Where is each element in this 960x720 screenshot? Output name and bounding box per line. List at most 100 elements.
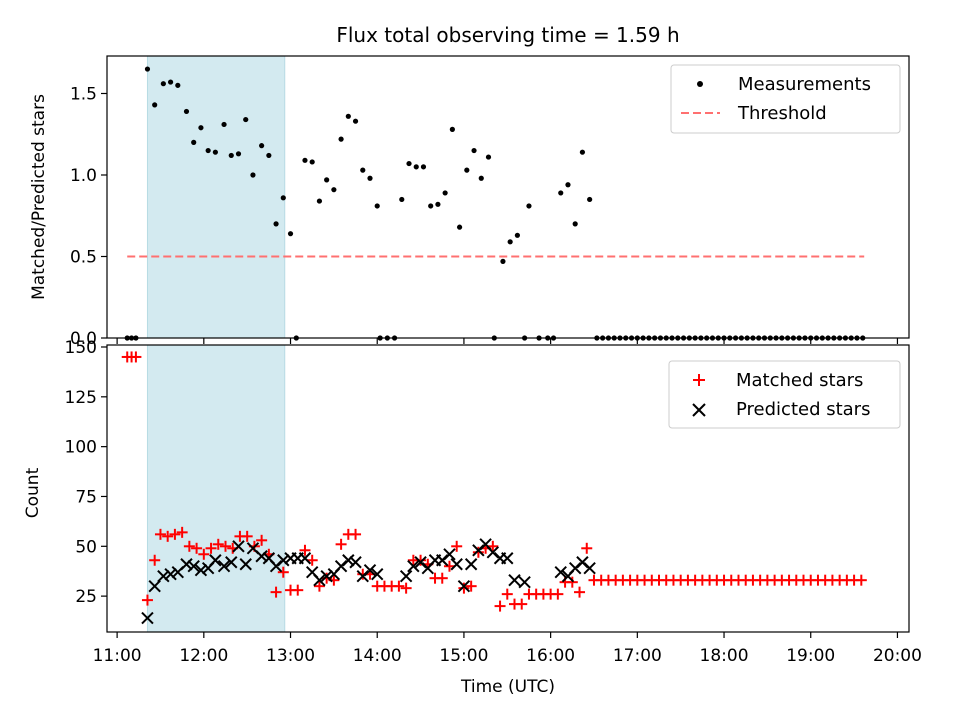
y-tick-label: 0.5 — [70, 247, 97, 267]
predicted-star-point — [342, 554, 355, 567]
measurement-point — [183, 108, 190, 115]
predicted-star-point — [363, 564, 377, 577]
measurement-point — [435, 201, 441, 207]
measurement-point — [198, 125, 204, 131]
measurement-point — [558, 190, 564, 196]
x-tick-label: 17:00 — [613, 646, 662, 666]
matched-star-point — [198, 548, 210, 560]
matched-star-point — [458, 582, 470, 594]
legend-measurements-marker — [697, 81, 703, 87]
measurement-point — [526, 203, 532, 209]
matched-star-point — [256, 534, 268, 546]
matched-star-point — [451, 540, 463, 552]
top-legend-box — [670, 64, 901, 134]
matched-star-point — [487, 540, 499, 552]
y-tick-label: 150 — [65, 338, 97, 358]
matched-star-point — [313, 580, 325, 592]
measurement-point — [160, 81, 166, 87]
y-tick-label: 100 — [65, 438, 97, 458]
predicted-star-point — [277, 554, 290, 567]
predicted-star-point — [583, 562, 596, 575]
predicted-star-point — [349, 556, 362, 569]
measurement-point — [250, 172, 256, 178]
measurement-point — [266, 152, 272, 159]
x-tick-label: 16:00 — [526, 646, 575, 666]
x-tick-label: 20:00 — [873, 646, 922, 666]
predicted-star-point — [450, 558, 463, 571]
x-tick-label: 19:00 — [786, 646, 835, 666]
matched-star-point — [566, 576, 578, 588]
measurement-point — [456, 224, 463, 230]
matched-star-point — [350, 528, 362, 540]
measurement-point — [478, 175, 484, 181]
matched-star-point — [465, 580, 477, 592]
predicted-star-point — [443, 548, 456, 561]
measurement-point — [338, 136, 344, 142]
bottom-legend: Matched stars Predicted stars — [668, 360, 901, 429]
measurement-point — [331, 187, 337, 193]
x-tick-label: 11:00 — [93, 646, 142, 666]
predicted-star-point — [239, 558, 252, 571]
y-tick-label: 25 — [75, 587, 97, 607]
measurement-point — [235, 151, 242, 157]
y-tick-label: 50 — [75, 537, 97, 557]
matched-star-point — [552, 588, 564, 600]
measurement-point — [324, 177, 330, 183]
measurement-point — [287, 231, 294, 237]
measurement-point — [367, 175, 373, 181]
predicted-star-point — [464, 558, 478, 571]
measurement-point — [572, 221, 578, 227]
bottom-panel: 25 50 75 100 125 150 11:00 12:00 13:00 14:00 15:0… — [23, 338, 922, 697]
measurement-point — [360, 167, 366, 173]
measurement-point — [471, 147, 477, 154]
matched-star-point — [191, 542, 203, 554]
bottom-xlabel: Time (UTC) — [460, 677, 555, 697]
predicted-star-point — [501, 552, 514, 565]
measurement-point — [221, 121, 227, 128]
measurement-point — [420, 164, 427, 170]
matched-star-point — [241, 530, 253, 542]
matched-star-point — [130, 351, 142, 363]
predicted-star-point — [187, 560, 200, 573]
matched-star-point — [393, 580, 405, 592]
x-tick-label: 18:00 — [700, 646, 749, 666]
measurement-point — [243, 116, 249, 123]
measurement-point — [565, 182, 571, 188]
predicted-star-point — [313, 573, 326, 587]
matched-star-point — [516, 598, 528, 610]
x-tick-label: 12:00 — [179, 646, 228, 666]
measurement-point — [500, 258, 506, 264]
predicted-star-point — [141, 611, 154, 625]
predicted-star-point — [180, 558, 193, 571]
measurement-point — [259, 143, 265, 149]
legend-matched-marker — [693, 374, 705, 386]
bottom-ylabel: Count — [23, 467, 43, 518]
matched-star-point — [501, 588, 513, 600]
x-tick-label: 14:00 — [353, 646, 402, 666]
matched-star-point — [443, 560, 455, 572]
measurement-point — [191, 139, 197, 145]
measurement-point — [228, 152, 234, 159]
measurement-point — [507, 239, 513, 245]
y-tick-label: 1.5 — [70, 84, 97, 104]
measurement-point — [345, 113, 351, 119]
measurement-point — [352, 118, 359, 124]
measurement-point — [144, 66, 151, 72]
predicted-star-point — [518, 575, 531, 589]
measurement-point — [428, 203, 434, 209]
matched-star-point — [581, 542, 593, 554]
measurement-point — [442, 190, 448, 196]
top-plot-frame — [106, 55, 910, 339]
legend-threshold-label: Threshold — [737, 103, 827, 124]
matched-star-point — [154, 528, 166, 540]
top-legend: Measurements Threshold — [670, 64, 901, 134]
measurement-point — [212, 149, 218, 155]
matched-star-point — [162, 530, 174, 542]
matched-star-point — [855, 574, 867, 586]
matched-star-point — [149, 554, 161, 566]
predicted-star-point — [298, 552, 312, 565]
matched-star-point — [169, 528, 181, 540]
matched-star-point — [212, 538, 224, 550]
matched-star-point — [183, 540, 195, 552]
predicted-star-point — [457, 579, 471, 593]
